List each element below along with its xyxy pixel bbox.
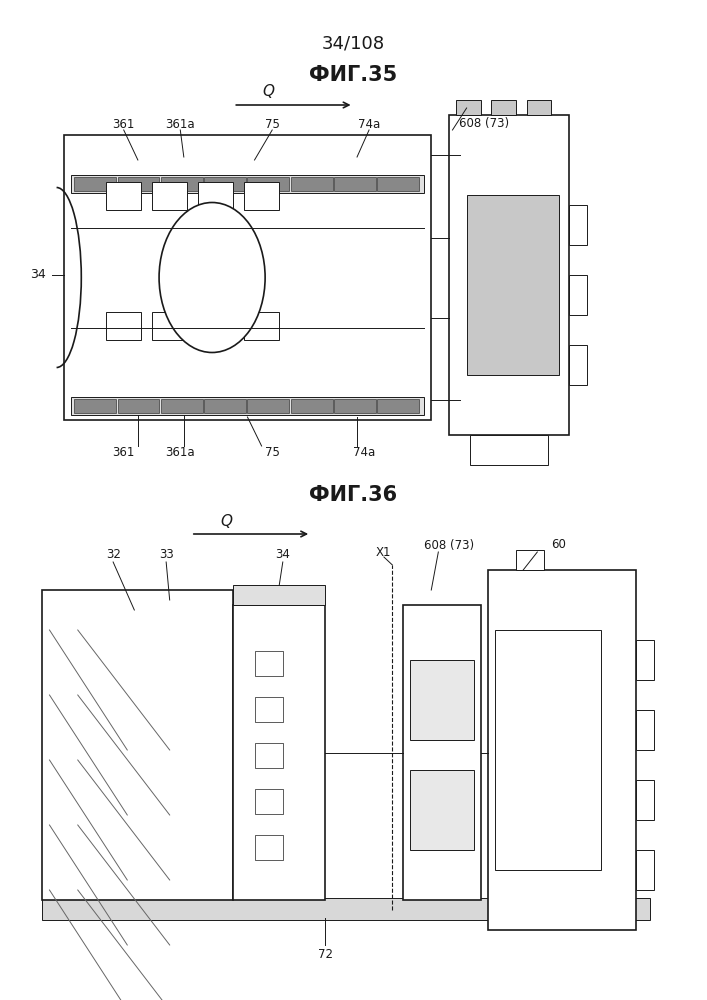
Bar [456,100,481,115]
Bar [233,605,325,900]
Text: 34: 34 [275,548,291,562]
Bar [204,399,246,413]
Bar [233,585,325,605]
Text: 361a: 361a [165,117,195,130]
Bar [106,182,141,210]
Bar [403,605,481,900]
Bar [569,275,587,315]
Text: 32: 32 [105,548,121,562]
Bar [255,651,283,676]
Bar [255,697,283,722]
Bar [291,399,332,413]
Bar [488,570,636,930]
Text: Q: Q [263,85,274,100]
Text: ФИГ.36: ФИГ.36 [310,485,397,505]
Bar [291,177,332,191]
Bar [636,640,654,680]
Bar [378,399,419,413]
Text: 608 (73): 608 (73) [460,117,509,130]
Text: 361: 361 [112,117,135,130]
Text: 33: 33 [159,548,173,562]
Bar [255,789,283,814]
Bar [334,399,376,413]
Bar [71,397,424,415]
Text: 34: 34 [30,268,46,282]
Text: 72: 72 [317,948,333,960]
Text: 75: 75 [264,446,280,458]
Bar [527,100,551,115]
Text: 74a: 74a [358,117,380,130]
Text: 361a: 361a [165,446,195,458]
Bar [410,770,474,850]
Text: Q: Q [221,514,232,528]
Text: 34/108: 34/108 [322,35,385,53]
Bar [198,312,233,340]
Bar [74,177,116,191]
Bar [495,630,601,870]
Bar [198,182,233,210]
Bar [334,177,376,191]
Bar [71,175,424,193]
Bar [636,850,654,890]
Bar [467,195,559,375]
Bar [569,205,587,245]
Bar [255,743,283,768]
Circle shape [159,203,265,353]
Text: X1: X1 [376,546,392,560]
Bar [117,177,159,191]
Text: 60: 60 [551,538,566,552]
Bar [42,590,233,900]
Bar [64,135,431,420]
Bar [160,177,203,191]
Bar [636,710,654,750]
Bar [152,312,187,340]
Text: ФИГ.35: ФИГ.35 [310,65,397,85]
Bar [106,312,141,340]
Bar [244,182,279,210]
Text: 361: 361 [112,446,135,458]
Bar [42,898,650,920]
Text: 608 (73): 608 (73) [424,538,474,552]
Bar [152,182,187,210]
Bar [247,399,289,413]
Bar [244,312,279,340]
Bar [74,399,116,413]
Bar [636,780,654,820]
Bar [378,177,419,191]
Bar [160,399,203,413]
Bar [255,835,283,860]
Bar [204,177,246,191]
Bar [117,399,159,413]
Bar [491,100,516,115]
Bar [569,345,587,385]
Text: 75: 75 [264,117,280,130]
Text: 74a: 74a [353,446,375,458]
Bar [449,115,569,435]
Bar [470,435,548,465]
Bar [247,177,289,191]
Bar [410,660,474,740]
Bar [516,550,544,570]
